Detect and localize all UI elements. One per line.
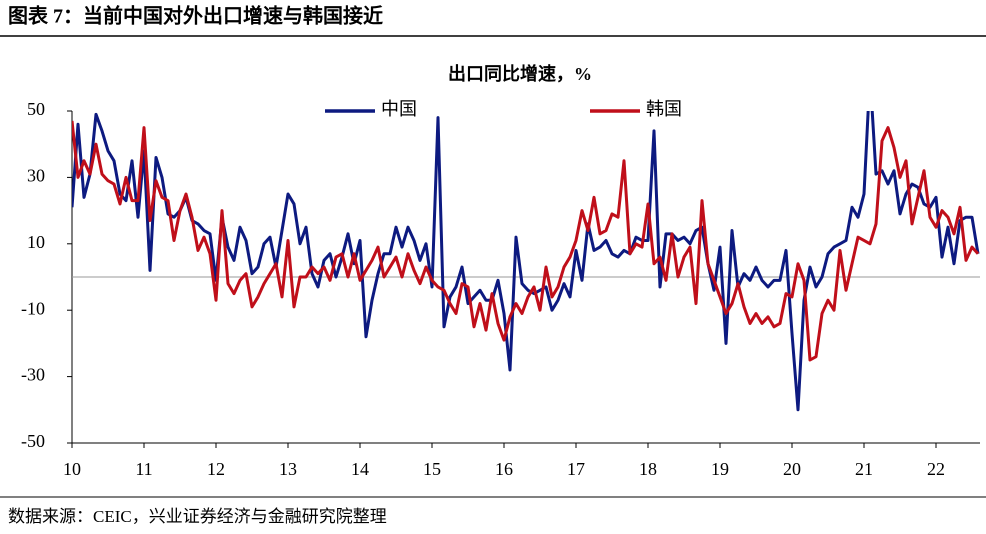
figure-title: 图表 7：当前中国对外出口增速与韩国接近 [8, 4, 383, 28]
source: 数据来源：CEIC，兴业证券经济与金融研究院整理 [8, 507, 387, 526]
series-line [72, 111, 980, 412]
x-tick-label: 19 [711, 459, 729, 479]
x-tick-label: 11 [135, 459, 152, 479]
x-tick-label: 20 [783, 459, 801, 479]
x-tick-label: 16 [495, 459, 513, 479]
x-tick-label: 10 [63, 459, 81, 479]
x-tick-label: 18 [639, 459, 657, 479]
x-tick-label: 14 [351, 459, 369, 479]
series-line [72, 120, 980, 362]
x-tick-label: 22 [927, 459, 945, 479]
y-tick-label: -50 [21, 431, 45, 451]
x-tick-label: 12 [207, 459, 225, 479]
x-tick-label: 15 [423, 459, 441, 479]
y-tick-label: 10 [27, 232, 45, 252]
x-tick-label: 17 [567, 459, 585, 479]
y-tick-label: 30 [27, 166, 45, 186]
y-tick-label: -30 [21, 365, 45, 385]
x-tick-label: 21 [855, 459, 873, 479]
chart-title: 出口同比增速，% [448, 63, 592, 84]
legend-label: 韩国 [646, 99, 682, 119]
y-tick-label: 50 [27, 99, 45, 119]
x-tick-label: 13 [279, 459, 297, 479]
y-tick-label: -10 [21, 298, 45, 318]
legend-label: 中国 [381, 99, 417, 119]
